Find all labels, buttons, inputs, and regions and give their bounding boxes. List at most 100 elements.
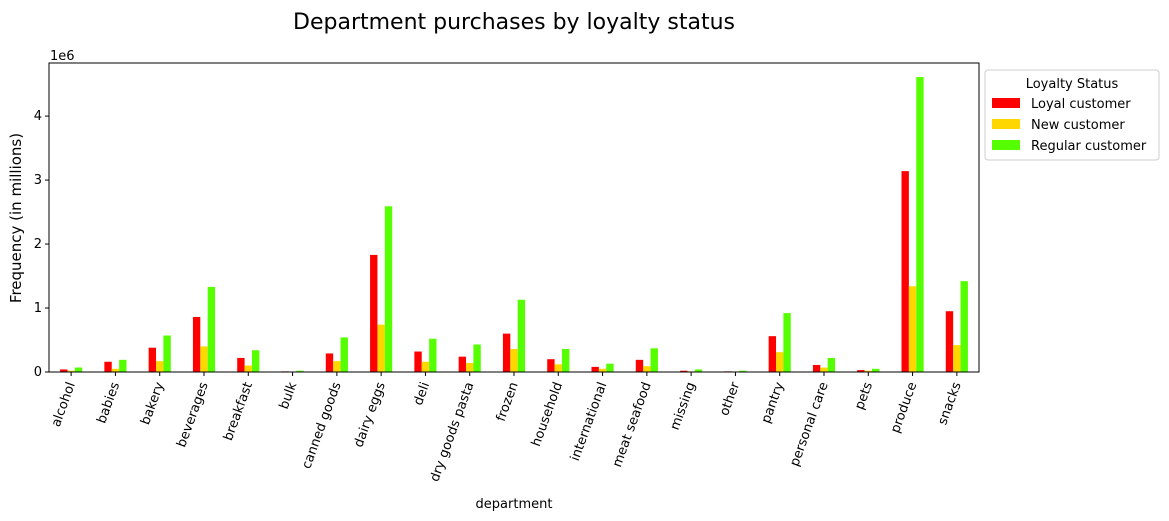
bar bbox=[296, 370, 304, 372]
bar bbox=[739, 370, 747, 372]
bar bbox=[207, 286, 216, 372]
x-tick-label: dairy eggs bbox=[351, 380, 389, 450]
x-tick-label: bulk bbox=[277, 380, 301, 412]
bar bbox=[156, 361, 164, 372]
bar bbox=[953, 345, 961, 372]
bar bbox=[547, 359, 555, 372]
bar bbox=[517, 299, 526, 372]
bar bbox=[466, 363, 474, 372]
bar bbox=[598, 368, 607, 372]
bar bbox=[377, 324, 385, 372]
bar bbox=[148, 347, 157, 372]
x-tick-label: produce bbox=[888, 380, 920, 435]
bar bbox=[74, 367, 83, 372]
x-tick-label: bakery bbox=[138, 380, 167, 427]
bar bbox=[163, 335, 171, 372]
bar bbox=[244, 365, 252, 372]
bar bbox=[768, 336, 777, 372]
bar bbox=[333, 361, 341, 372]
bar bbox=[384, 206, 393, 372]
legend-swatch bbox=[992, 119, 1020, 129]
bar bbox=[251, 350, 260, 372]
bar bbox=[111, 368, 120, 372]
bar bbox=[370, 254, 378, 372]
x-tick-label: meat seafood bbox=[610, 380, 655, 469]
x-tick-label: personal care bbox=[787, 380, 831, 468]
x-tick-label: canned goods bbox=[299, 380, 344, 471]
x-tick-label: beverages bbox=[174, 380, 212, 450]
x-tick-label: dry goods pasta bbox=[428, 380, 478, 484]
bar bbox=[827, 357, 836, 372]
bar bbox=[680, 370, 688, 372]
bar bbox=[429, 338, 437, 372]
x-tick-label: babies bbox=[94, 380, 123, 426]
x-tick-label: other bbox=[717, 380, 743, 418]
bar bbox=[561, 348, 570, 372]
x-tick-label: pantry bbox=[759, 380, 788, 425]
y-tick-label: 0 bbox=[34, 365, 42, 380]
bar bbox=[901, 171, 909, 372]
bar bbox=[960, 281, 968, 372]
legend-frame bbox=[984, 69, 1160, 161]
chart-title: Department purchases by loyalty status bbox=[293, 10, 735, 35]
bar bbox=[820, 367, 828, 372]
x-tick-label: pets bbox=[852, 380, 876, 412]
bar bbox=[864, 370, 872, 372]
bar bbox=[510, 348, 518, 372]
axes-frame bbox=[48, 62, 980, 373]
bar bbox=[119, 359, 127, 372]
legend-swatch bbox=[992, 98, 1020, 108]
y-tick-label: 4 bbox=[34, 109, 42, 124]
plot-area: 0 1 2 3 4 alcohol babies bakery beverages breakfa… bbox=[34, 62, 980, 484]
bar bbox=[458, 356, 467, 372]
bar bbox=[554, 364, 562, 372]
x-tick-label: alcohol bbox=[49, 380, 79, 429]
bar bbox=[857, 370, 865, 372]
bar bbox=[694, 369, 703, 372]
x-tick-label: international bbox=[568, 380, 610, 463]
bar bbox=[783, 313, 791, 372]
x-tick-label: frozen bbox=[494, 380, 522, 423]
bar bbox=[60, 369, 68, 372]
legend-swatch bbox=[992, 140, 1020, 150]
bar bbox=[916, 77, 924, 372]
bar bbox=[502, 333, 511, 372]
y-tick-label: 2 bbox=[34, 237, 42, 252]
legend: Loyalty Status Loyal customer New custome… bbox=[984, 69, 1160, 161]
bar bbox=[414, 351, 422, 372]
bar bbox=[776, 352, 784, 372]
bar bbox=[643, 366, 651, 372]
y-tick-label: 3 bbox=[34, 173, 42, 188]
y-offset-label: 1e6 bbox=[50, 49, 75, 64]
bar bbox=[67, 370, 75, 372]
x-tick-label: breakfast bbox=[221, 380, 256, 443]
y-axis-label: Frequency (in millions) bbox=[7, 133, 25, 303]
bar bbox=[945, 311, 954, 372]
x-tick-label: household bbox=[529, 380, 566, 448]
x-tick-label: snacks bbox=[935, 380, 964, 427]
bar bbox=[591, 366, 599, 372]
legend-label: New customer bbox=[1031, 118, 1125, 133]
x-tick-label: missing bbox=[668, 380, 699, 432]
legend-title: Loyalty Status bbox=[1026, 77, 1119, 92]
bar bbox=[421, 361, 430, 372]
bar bbox=[908, 286, 917, 372]
bar bbox=[606, 363, 614, 372]
bar bbox=[871, 368, 880, 372]
bar bbox=[104, 361, 112, 372]
legend-label: Loyal customer bbox=[1031, 97, 1131, 112]
legend-label: Regular customer bbox=[1031, 139, 1147, 154]
bar bbox=[812, 364, 821, 372]
bar bbox=[192, 316, 201, 372]
bar bbox=[635, 359, 644, 372]
y-tick-label: 1 bbox=[34, 301, 42, 316]
bar bbox=[325, 353, 334, 372]
bar bbox=[200, 346, 208, 372]
bar bbox=[340, 337, 348, 372]
bar bbox=[237, 357, 245, 372]
x-axis-label: department bbox=[476, 497, 553, 512]
bar bbox=[473, 344, 481, 372]
x-tick-label: deli bbox=[411, 380, 433, 407]
bar bbox=[650, 348, 658, 372]
